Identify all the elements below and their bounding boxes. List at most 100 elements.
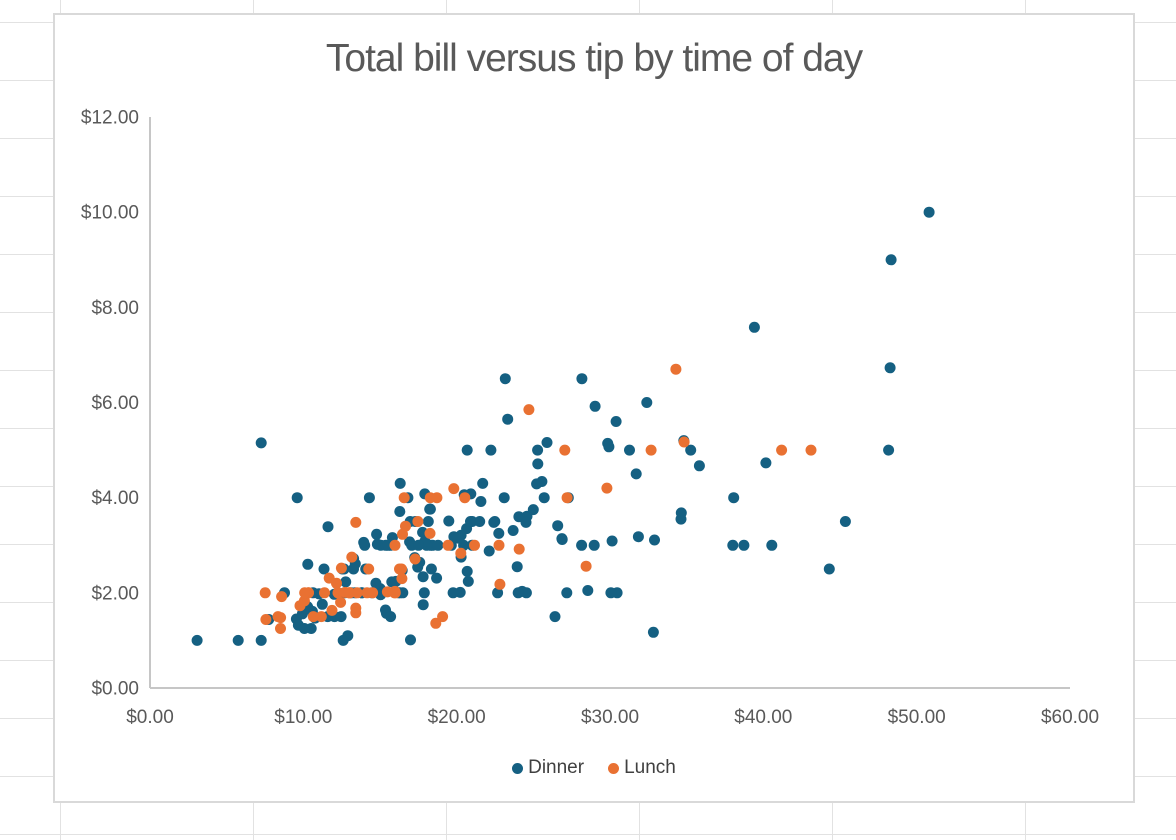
data-point-dinner[interactable] (477, 477, 489, 489)
data-point-dinner[interactable] (318, 563, 330, 575)
data-point-dinner[interactable] (394, 506, 406, 517)
data-point-dinner[interactable] (443, 515, 455, 527)
data-point-lunch[interactable] (430, 617, 442, 629)
data-point-dinner[interactable] (461, 565, 473, 577)
chart-card[interactable]: Total bill versus tip by time of day $0.… (53, 13, 1135, 803)
data-point-lunch[interactable] (260, 614, 272, 625)
data-point-dinner[interactable] (302, 558, 314, 570)
data-point-dinner[interactable] (885, 254, 897, 266)
data-point-lunch[interactable] (389, 539, 401, 551)
data-point-dinner[interactable] (335, 611, 347, 623)
data-point-dinner[interactable] (649, 534, 660, 546)
data-point-dinner[interactable] (606, 535, 618, 547)
data-point-lunch[interactable] (396, 573, 408, 585)
data-point-lunch[interactable] (398, 492, 410, 504)
data-point-lunch[interactable] (335, 596, 347, 608)
data-point-dinner[interactable] (232, 634, 244, 646)
data-point-dinner[interactable] (839, 516, 851, 527)
data-point-lunch[interactable] (294, 600, 306, 612)
data-point-lunch[interactable] (350, 516, 362, 528)
data-point-dinner[interactable] (556, 533, 568, 545)
data-point-dinner[interactable] (465, 516, 476, 527)
data-point-dinner[interactable] (512, 587, 524, 599)
data-point-dinner[interactable] (576, 539, 588, 551)
data-point-dinner[interactable] (541, 437, 553, 448)
data-point-dinner[interactable] (432, 539, 444, 551)
data-point-dinner[interactable] (363, 492, 375, 504)
data-point-dinner[interactable] (728, 492, 740, 504)
chart-title[interactable]: Total bill versus tip by time of day (325, 37, 863, 80)
data-point-dinner[interactable] (422, 516, 434, 527)
data-point-lunch[interactable] (601, 482, 613, 494)
data-point-lunch[interactable] (493, 539, 505, 551)
data-point-dinner[interactable] (291, 492, 303, 504)
data-point-dinner[interactable] (431, 572, 443, 584)
data-point-dinner[interactable] (884, 362, 896, 374)
data-point-dinner[interactable] (385, 611, 397, 623)
data-point-lunch[interactable] (346, 551, 358, 563)
data-point-dinner[interactable] (738, 539, 750, 551)
data-point-dinner[interactable] (549, 611, 561, 623)
data-point-dinner[interactable] (424, 503, 436, 515)
data-point-dinner[interactable] (488, 516, 500, 528)
data-point-dinner[interactable] (322, 521, 334, 533)
data-point-lunch[interactable] (494, 578, 506, 590)
data-point-lunch[interactable] (361, 587, 373, 599)
data-point-lunch[interactable] (394, 563, 405, 575)
legend-item-lunch[interactable]: Lunch (608, 757, 676, 779)
data-point-dinner[interactable] (532, 458, 544, 470)
data-point-dinner[interactable] (413, 539, 424, 551)
data-point-lunch[interactable] (350, 607, 362, 619)
data-point-dinner[interactable] (647, 626, 659, 638)
data-point-lunch[interactable] (307, 611, 319, 623)
data-point-lunch[interactable] (459, 492, 471, 504)
data-point-dinner[interactable] (511, 561, 523, 573)
data-point-dinner[interactable] (417, 599, 429, 611)
data-point-lunch[interactable] (437, 611, 449, 623)
data-point-dinner[interactable] (348, 563, 359, 575)
data-point-lunch[interactable] (523, 404, 535, 416)
data-point-lunch[interactable] (442, 539, 454, 551)
data-point-dinner[interactable] (502, 413, 514, 425)
data-point-dinner[interactable] (298, 623, 310, 634)
data-point-dinner[interactable] (316, 598, 328, 610)
data-point-dinner[interactable] (493, 527, 505, 539)
plot-area[interactable]: $0.00 $2.00 $4.00 $6.00 $8.00 $10.00 $12.00 $0.… (55, 15, 1133, 801)
data-point-dinner[interactable] (507, 525, 519, 536)
data-point-dinner[interactable] (685, 444, 697, 456)
data-point-dinner[interactable] (675, 507, 687, 519)
data-point-lunch[interactable] (455, 547, 467, 559)
data-point-dinner[interactable] (693, 460, 705, 472)
data-point-dinner[interactable] (359, 539, 371, 551)
data-point-lunch[interactable] (580, 560, 592, 572)
data-point-lunch[interactable] (272, 611, 284, 623)
data-point-dinner[interactable] (418, 587, 430, 599)
data-point-dinner[interactable] (340, 576, 352, 588)
data-point-dinner[interactable] (605, 587, 617, 599)
data-point-dinner[interactable] (641, 397, 653, 408)
data-point-lunch[interactable] (670, 363, 682, 375)
data-point-dinner[interactable] (474, 516, 486, 527)
data-point-lunch[interactable] (335, 562, 347, 574)
data-point-lunch[interactable] (326, 604, 338, 616)
data-point-dinner[interactable] (531, 478, 543, 490)
data-point-dinner[interactable] (394, 477, 406, 489)
data-point-lunch[interactable] (409, 553, 421, 565)
data-point-dinner[interactable] (461, 444, 473, 456)
data-point-dinner[interactable] (337, 634, 349, 646)
data-point-lunch[interactable] (469, 539, 480, 551)
data-point-lunch[interactable] (678, 436, 690, 448)
data-point-lunch[interactable] (805, 444, 817, 456)
data-point-dinner[interactable] (483, 545, 495, 557)
data-point-dinner[interactable] (485, 444, 497, 456)
data-point-lunch[interactable] (351, 587, 363, 599)
data-point-lunch[interactable] (424, 527, 436, 539)
data-point-dinner[interactable] (498, 492, 510, 504)
data-point-lunch[interactable] (397, 528, 408, 540)
data-point-lunch[interactable] (363, 563, 375, 575)
data-point-dinner[interactable] (417, 571, 429, 583)
data-point-dinner[interactable] (255, 634, 267, 646)
data-point-dinner[interactable] (624, 444, 635, 456)
data-point-dinner[interactable] (760, 457, 772, 469)
data-point-lunch[interactable] (275, 623, 286, 634)
